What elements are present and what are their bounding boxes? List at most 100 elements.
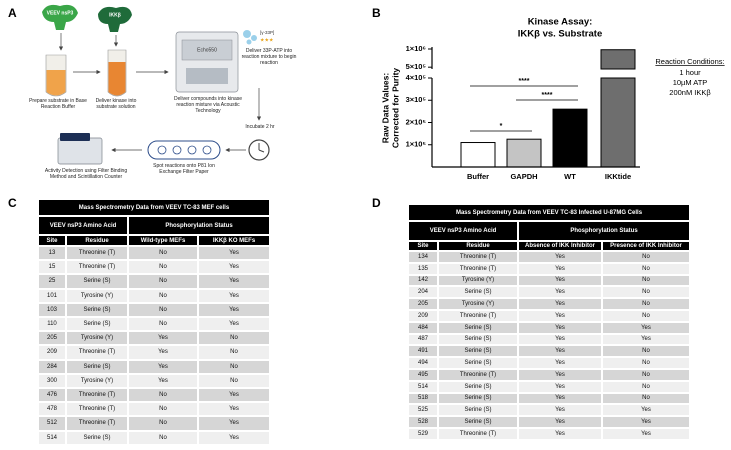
table-cell: No [128,288,198,303]
table-cell: Yes [518,286,602,299]
table-cell: 284 [38,359,66,374]
y-tick-label: 4×10⁵ [406,73,427,82]
table-cell: No [602,274,690,287]
table-cell: Yes [198,246,270,261]
filter-spot [157,145,167,155]
column-header: Absence of IKK Inhibitor [518,241,602,251]
filter-spot [202,145,212,155]
table-cell: Yes [518,321,602,334]
column-header: Site [408,241,438,251]
column-header: Residue [438,241,518,251]
table-cell: Yes [518,333,602,346]
table-cell: Yes [602,321,690,334]
table-cell: Yes [198,416,270,431]
table-cell: No [198,345,270,360]
table-cell: Yes [518,310,602,322]
table-cell: Yes [198,302,270,317]
table-cell: No [602,298,690,310]
table-cell: No [602,380,690,393]
tube-2-liquid [108,62,126,96]
y-axis-label: Raw Data Values: [380,73,390,144]
group-header: VEEV nsP3 Amino Acid [408,221,518,241]
clock-hand [258,149,265,153]
table-cell: Threonine (T) [66,388,128,403]
table-cell: 529 [408,428,438,440]
atp-icon [246,39,252,45]
conditions-line: 1 hour [679,68,701,77]
table-cell: 13 [38,246,66,261]
bar [460,142,496,168]
column-header: Residue [66,235,128,246]
table-cell: Yes [198,274,270,289]
y-tick-label: 5×10⁵ [406,62,427,71]
table-cell: No [602,369,690,381]
table-cell: No [128,260,198,275]
table-cell: Yes [198,402,270,417]
workflow-step: Incubate 2 hr [245,124,275,130]
group-header: Phosphorylation Status [518,221,690,241]
table-cell: Threonine (T) [66,260,128,275]
column-header: Site [38,235,66,246]
workflow-step: Prepare substrate in Base Reaction Buffe… [29,98,87,110]
echo-panel [181,39,233,61]
table-cell: Serine (S) [66,317,128,332]
x-tick-label: WT [564,172,576,181]
table-cell: 518 [408,392,438,405]
table-cell: 512 [38,416,66,431]
table-cell: Yes [198,288,270,303]
table-cell: Yes [518,369,602,381]
table-cell: Yes [518,298,602,310]
table-cell: No [602,286,690,299]
table-cell: Yes [198,430,270,445]
table-cell: Yes [602,416,690,428]
table-cell: 110 [38,317,66,332]
table-cell: Serine (S) [438,286,518,299]
group-header: Phosphorylation Status [128,216,270,235]
column-header: Presence of IKK Inhibitor [602,241,690,251]
table-title: Mass Spectrometry Data from VEEV TC-83 I… [408,204,690,221]
table-cell: No [602,262,690,275]
table-cell: 134 [408,251,438,263]
table-cell: Tyrosine (Y) [66,288,128,303]
table-title: Mass Spectrometry Data from VEEV TC-83 M… [38,199,270,216]
reagent-label: IKKβ [109,12,121,18]
table-cell: No [602,251,690,263]
table-cell: 209 [38,345,66,360]
filter-paper [147,140,221,160]
instrument-label: Echo550 [197,47,217,53]
table-cell: Serine (S) [438,380,518,393]
echo-door [186,68,228,84]
table-cell: 487 [408,333,438,346]
table-cell: Yes [128,331,198,346]
x-tick-label: Buffer [467,172,489,181]
reagent-label: VEEV nsP3 [47,10,74,16]
column-header: IKKβ KO MEFs [198,235,270,246]
y-tick-label: 1×10⁵ [406,140,427,149]
table-cell: Yes [518,251,602,263]
panel-label: D [372,196,381,210]
table-cell: 491 [408,345,438,358]
conditions-line: 10µM ATP [673,78,708,87]
atp-icon [243,30,251,38]
table-cell: Serine (S) [66,359,128,374]
table-cell: Yes [128,359,198,374]
table-cell: Yes [518,416,602,428]
table-cell: Yes [198,388,270,403]
table-cell: 135 [408,262,438,275]
significance-label: **** [519,78,530,85]
counter-lid [60,133,90,141]
table-cell: 494 [408,357,438,369]
atp-icon [251,35,257,41]
table-cell: Serine (S) [66,302,128,317]
table-cell: Threonine (T) [438,310,518,322]
table-cell: 205 [408,298,438,310]
x-tick-label: IKKtide [605,172,631,181]
filter-spot [172,145,182,155]
table-cell: Yes [602,428,690,440]
table-cell: Threonine (T) [66,416,128,431]
table-cell: Yes [518,392,602,405]
table-cell: Threonine (T) [438,262,518,275]
table-cell: No [198,359,270,374]
